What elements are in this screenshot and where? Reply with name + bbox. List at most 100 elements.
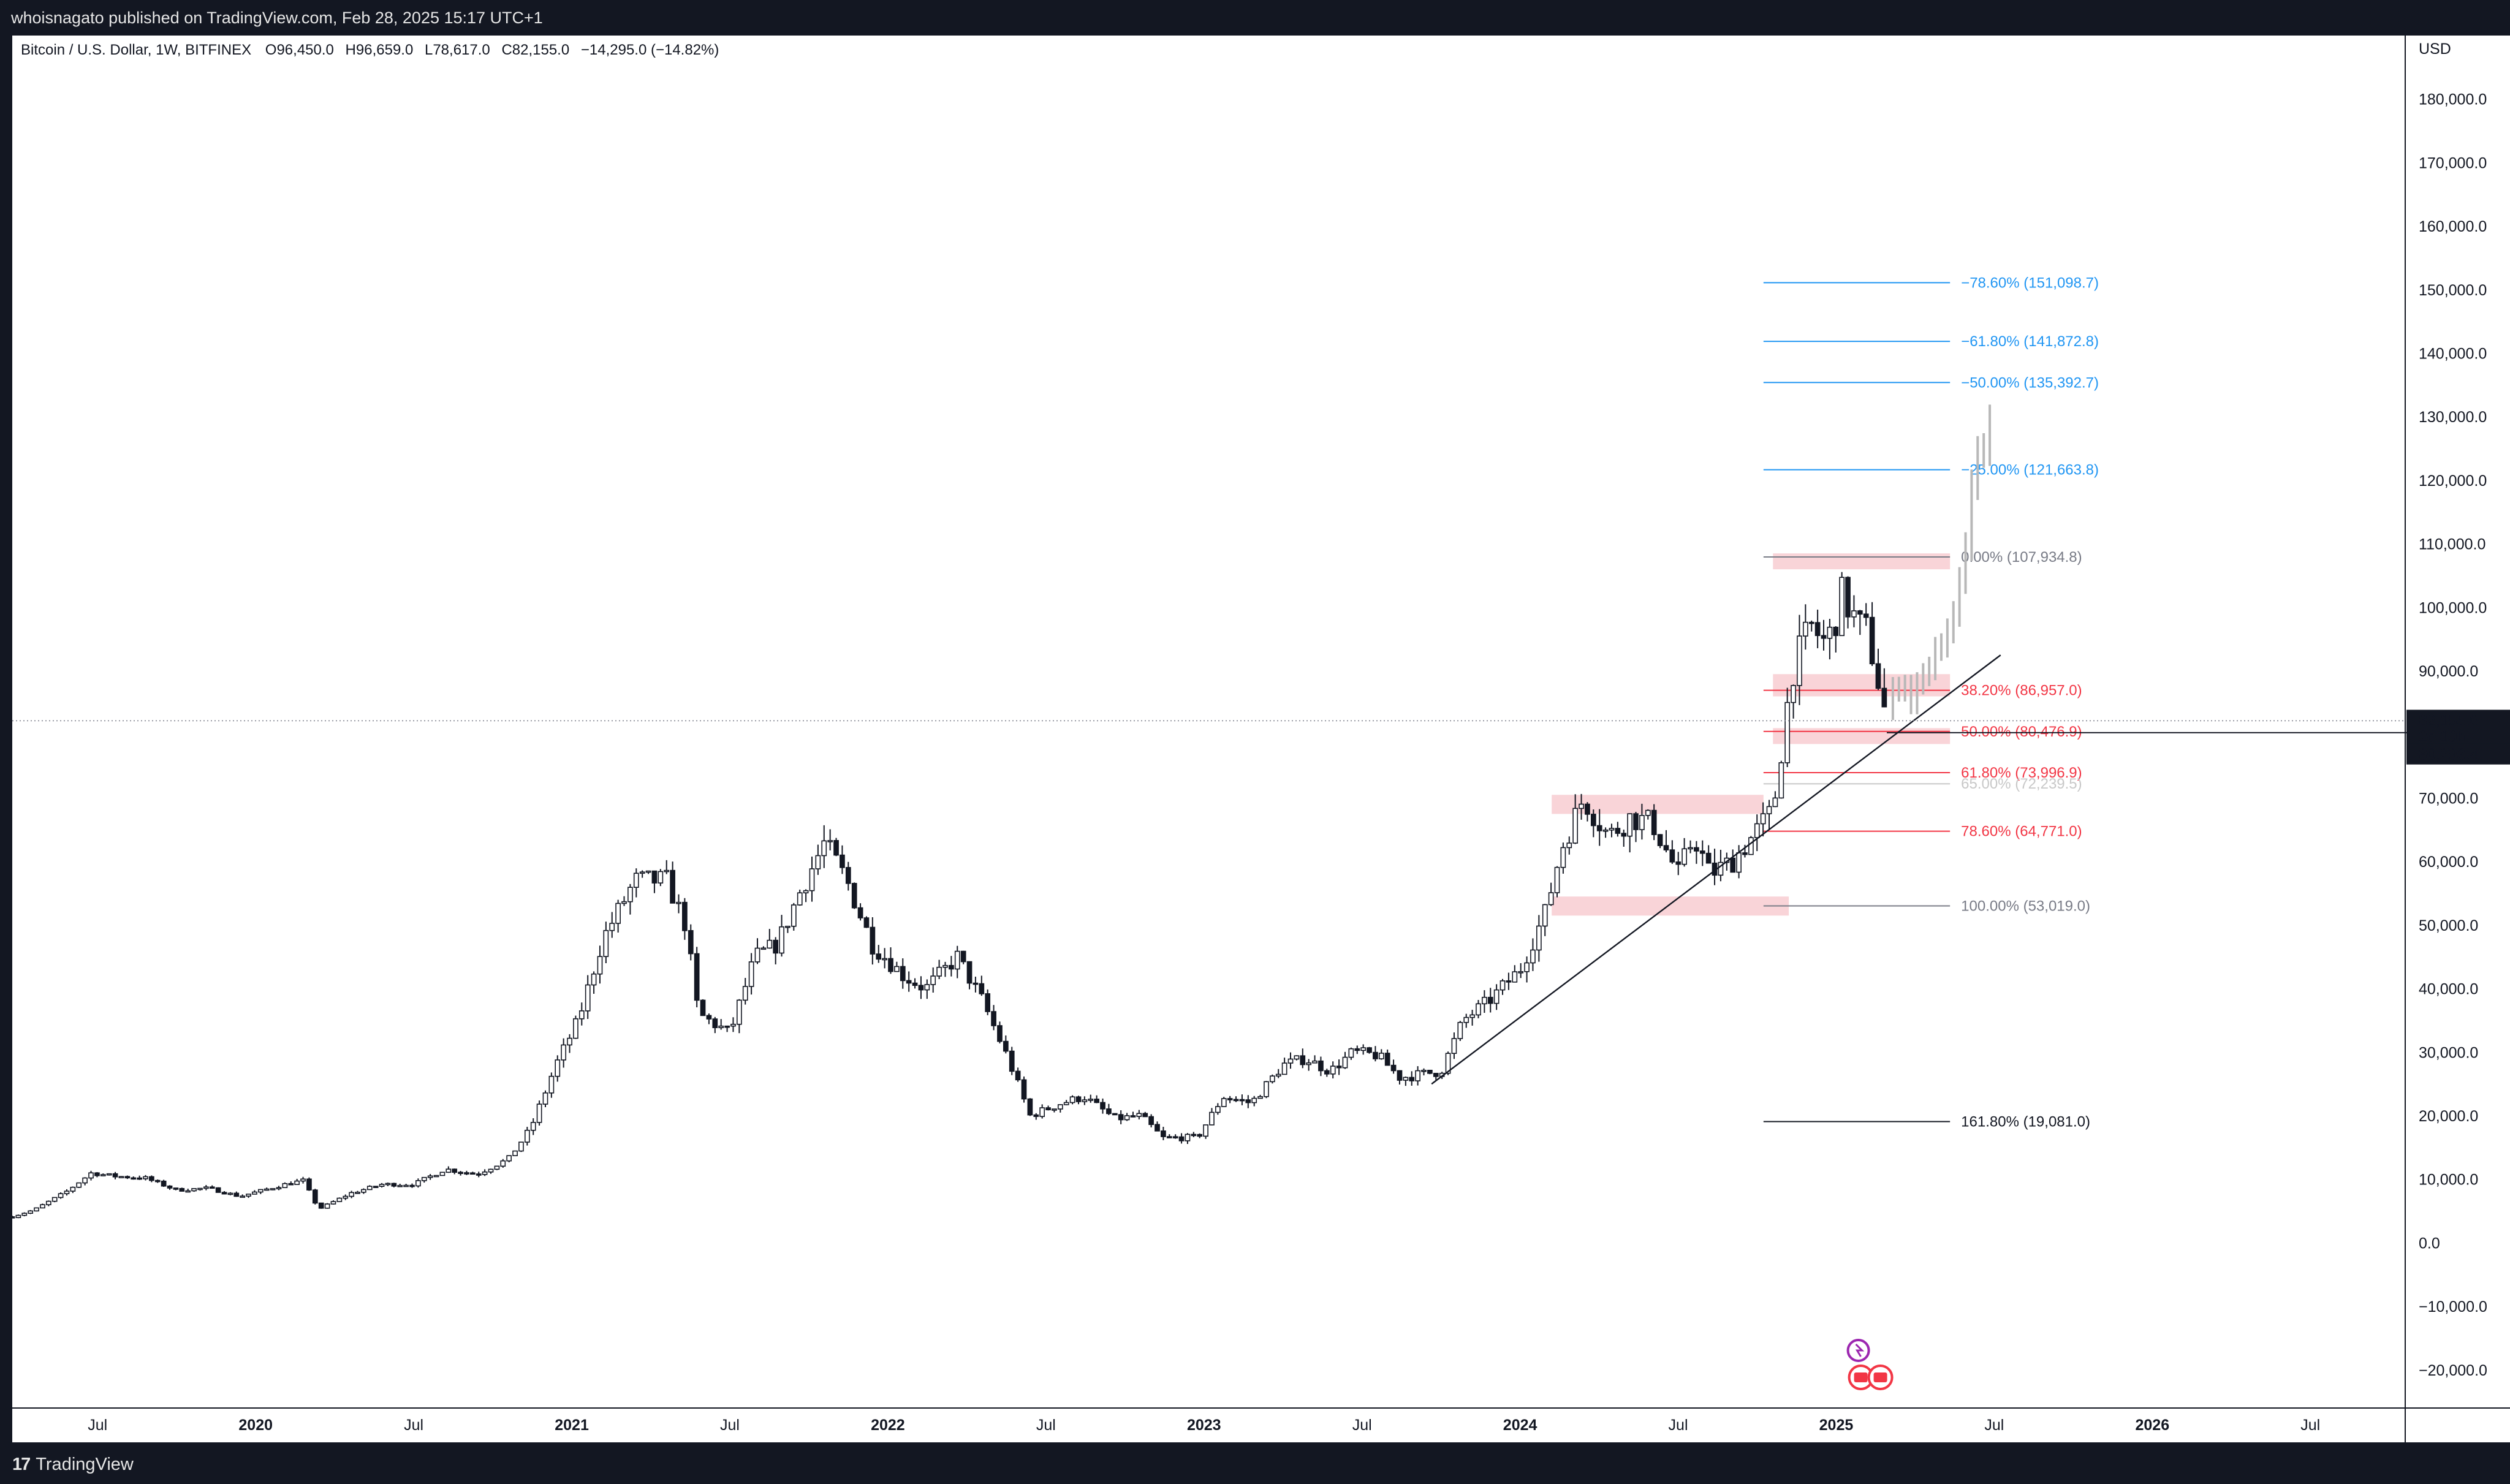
candle-body	[1833, 626, 1839, 637]
candle-body	[300, 1178, 306, 1182]
candle-body	[1585, 803, 1590, 815]
candle-body	[1021, 1079, 1027, 1100]
candle-body	[1124, 1115, 1130, 1121]
candle-body	[779, 926, 784, 954]
candle-body	[536, 1104, 542, 1123]
price-tick-label: 130,000.0	[2419, 409, 2487, 426]
candle-body	[688, 930, 694, 955]
candle-body	[1384, 1053, 1390, 1066]
candle-body	[45, 1200, 51, 1205]
candle-body	[1766, 806, 1772, 814]
candle-body	[1772, 797, 1778, 808]
candle-body	[1530, 949, 1536, 964]
flag-icon	[1854, 1372, 1868, 1382]
candle-body	[542, 1092, 548, 1105]
candle-body	[942, 964, 948, 968]
candle-body	[403, 1184, 409, 1187]
candle-body	[421, 1176, 427, 1181]
candle-body	[1148, 1116, 1154, 1126]
fib-label: 78.60% (64,771.0)	[1961, 823, 2082, 840]
candle-body	[1172, 1136, 1178, 1138]
candle-body	[615, 903, 621, 924]
candle-body	[548, 1075, 555, 1094]
candle-body	[851, 882, 857, 909]
candle-body	[1694, 847, 1699, 852]
candle-body	[682, 901, 688, 931]
candle-body	[567, 1037, 572, 1046]
candle-body	[803, 890, 809, 893]
candle-body	[221, 1192, 227, 1195]
candle-body	[51, 1197, 58, 1202]
candle-body	[1142, 1113, 1148, 1118]
candle-body	[1045, 1107, 1051, 1111]
candle-body	[154, 1179, 161, 1183]
candle-body	[1615, 828, 1621, 834]
legend-high: H96,659.0	[346, 42, 414, 58]
candle-body	[118, 1176, 124, 1178]
candle-body	[9, 1216, 15, 1219]
chart-area[interactable]: −78.60% (151,098.7) −61.80% (141,872.8) −5…	[9, 36, 2510, 1442]
candle-body	[700, 999, 706, 1016]
candle-body	[161, 1180, 167, 1187]
candle-body	[40, 1204, 45, 1209]
price-tick-label: 10,000.0	[2419, 1172, 2478, 1189]
candle-body	[294, 1180, 300, 1185]
time-tick-label: Jul	[404, 1417, 423, 1434]
chart-legend: Bitcoin / U.S. Dollar, 1W, BITFINEX O96,…	[21, 42, 719, 58]
legend-symbol: Bitcoin / U.S. Dollar, 1W, BITFINEX	[21, 42, 251, 58]
candle-body	[815, 855, 821, 869]
candle-body	[1245, 1099, 1251, 1104]
candle-body	[518, 1141, 524, 1152]
price-tick-label: 100,000.0	[2419, 599, 2487, 616]
candle-body	[1675, 861, 1682, 865]
candle-body	[597, 956, 603, 975]
candle-body	[355, 1192, 360, 1194]
legend-close: C82,155.0	[501, 42, 569, 58]
candle-body	[603, 929, 609, 957]
price-tick-label: 180,000.0	[2419, 91, 2487, 108]
candle-body	[1487, 996, 1493, 1004]
candle-body	[797, 892, 803, 906]
candle-body	[1548, 892, 1554, 906]
candle-body	[773, 939, 779, 954]
candle-body	[561, 1044, 567, 1061]
fib-label: −61.80% (141,872.8)	[1961, 333, 2099, 350]
candle-body	[1269, 1075, 1275, 1083]
currency-label: USD	[2419, 40, 2451, 58]
candle-body	[1094, 1099, 1100, 1104]
candle-body	[366, 1186, 373, 1191]
candle-body	[724, 1025, 730, 1028]
candle-body	[840, 854, 845, 868]
candle-body	[876, 953, 882, 960]
candle-body	[930, 975, 936, 985]
candle-body	[767, 939, 773, 949]
candle-body	[343, 1195, 349, 1199]
candle-body	[730, 1023, 736, 1027]
candle-body	[1324, 1070, 1330, 1075]
price-tick-label: −10,000.0	[2419, 1298, 2487, 1316]
candle-body	[1106, 1108, 1112, 1115]
price-chart[interactable]: −78.60% (151,098.7) −61.80% (141,872.8) −5…	[9, 36, 2510, 1442]
crosshair-value: 80,293.4	[2419, 746, 2478, 763]
lightning-icon	[1855, 1343, 1865, 1357]
candle-body	[167, 1185, 173, 1189]
candle-body	[785, 925, 791, 928]
candle-body	[524, 1129, 530, 1143]
candle-body	[233, 1192, 240, 1197]
candle-body	[1482, 996, 1487, 1005]
candle-body	[464, 1172, 469, 1175]
candle-body	[1827, 626, 1833, 639]
candle-body	[1718, 861, 1724, 876]
candle-body	[1075, 1096, 1082, 1102]
candles	[9, 572, 1887, 1219]
price-tick-label: 40,000.0	[2419, 981, 2478, 998]
tradingview-logo[interactable]: 17 TradingView	[12, 1455, 134, 1475]
candle-body	[827, 840, 833, 842]
publisher-line: whoisnagato published on TradingView.com…	[11, 9, 543, 27]
candle-body	[324, 1203, 330, 1209]
candle-body	[1348, 1048, 1354, 1058]
candle-body	[257, 1189, 264, 1193]
time-tick-label: 2025	[1819, 1417, 1854, 1434]
candle-body	[137, 1177, 142, 1180]
candle-body	[306, 1178, 312, 1191]
